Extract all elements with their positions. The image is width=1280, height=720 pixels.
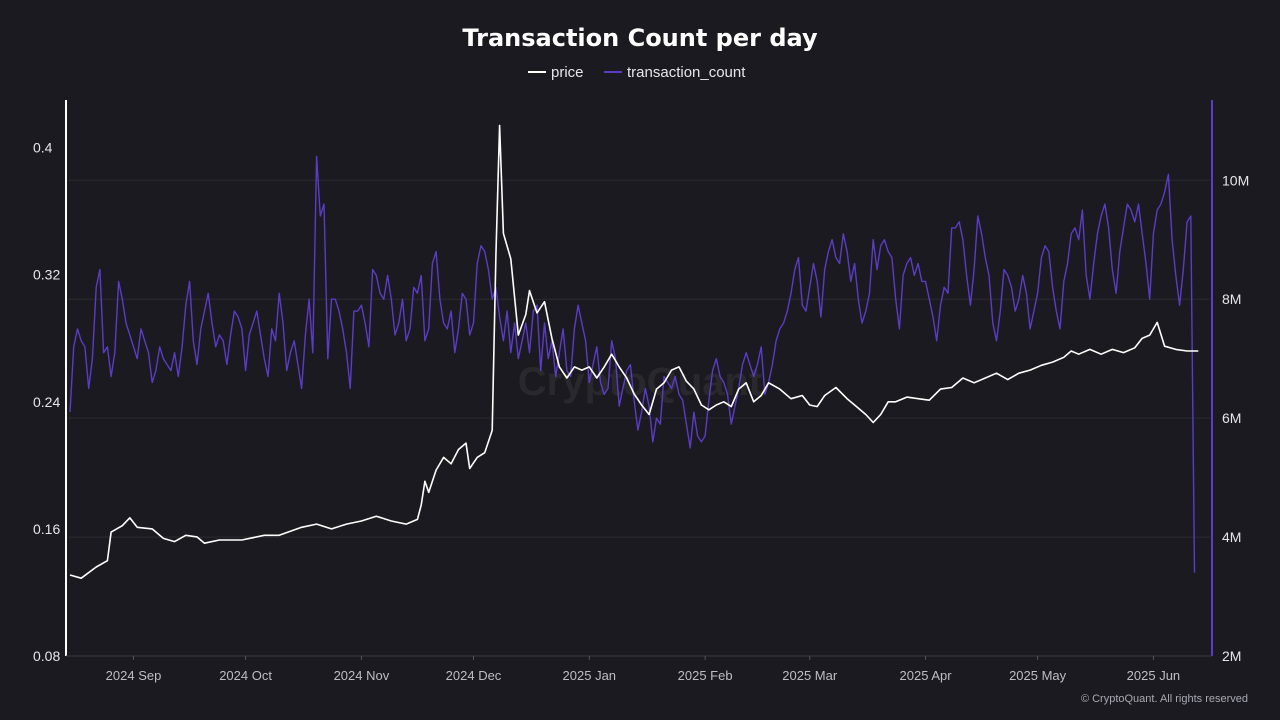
x-tick-label: 2024 Nov [334,668,390,683]
grid-lines [68,179,1210,657]
left-tick-label: 0.32 [33,267,60,283]
left-tick-label: 0.16 [33,521,60,537]
series-price [69,124,1199,579]
x-tick-label: 2025 May [1009,668,1067,683]
right-tick-label: 6M [1222,410,1241,426]
x-tick-label: 2025 Apr [900,668,953,683]
right-axis-ticks: 2M 4M 6M 8M 10M [1222,172,1249,664]
legend-item-transaction-count[interactable]: transaction_count [604,64,746,81]
watermark: CryptoQuant [518,360,762,404]
series-line-price [69,124,1199,579]
x-tick-label: 2025 Jan [563,668,617,683]
x-tick-label: 2024 Dec [446,668,502,683]
legend-item-price[interactable]: price [528,64,584,81]
right-tick-label: 10M [1222,172,1249,188]
legend: price transaction_count [528,64,746,81]
left-tick-label: 0.4 [33,140,53,156]
series-line-transaction-count [69,155,1196,573]
left-tick-label: 0.08 [33,648,60,664]
chart-title: Transaction Count per day [462,24,818,52]
legend-label-transaction-count: transaction_count [627,64,746,81]
series-transaction-count [69,155,1196,573]
x-tick-label: 2025 Jun [1127,668,1181,683]
x-tick-label: 2024 Sep [106,668,162,683]
copyright-credit: © CryptoQuant. All rights reserved [1081,693,1248,705]
legend-label-price: price [551,64,584,81]
x-tick-label: 2025 Feb [678,668,733,683]
x-axis-ticks: 2024 Sep 2024 Oct 2024 Nov 2024 Dec 2025 Jan… [106,656,1181,683]
left-axis-ticks: 0.08 0.16 0.24 0.32 0.4 [33,140,60,664]
right-tick-label: 2M [1222,648,1241,664]
left-tick-label: 0.24 [33,394,60,410]
right-tick-label: 4M [1222,529,1241,545]
right-tick-label: 8M [1222,291,1241,307]
x-tick-label: 2025 Mar [782,668,838,683]
x-tick-label: 2024 Oct [219,668,272,683]
